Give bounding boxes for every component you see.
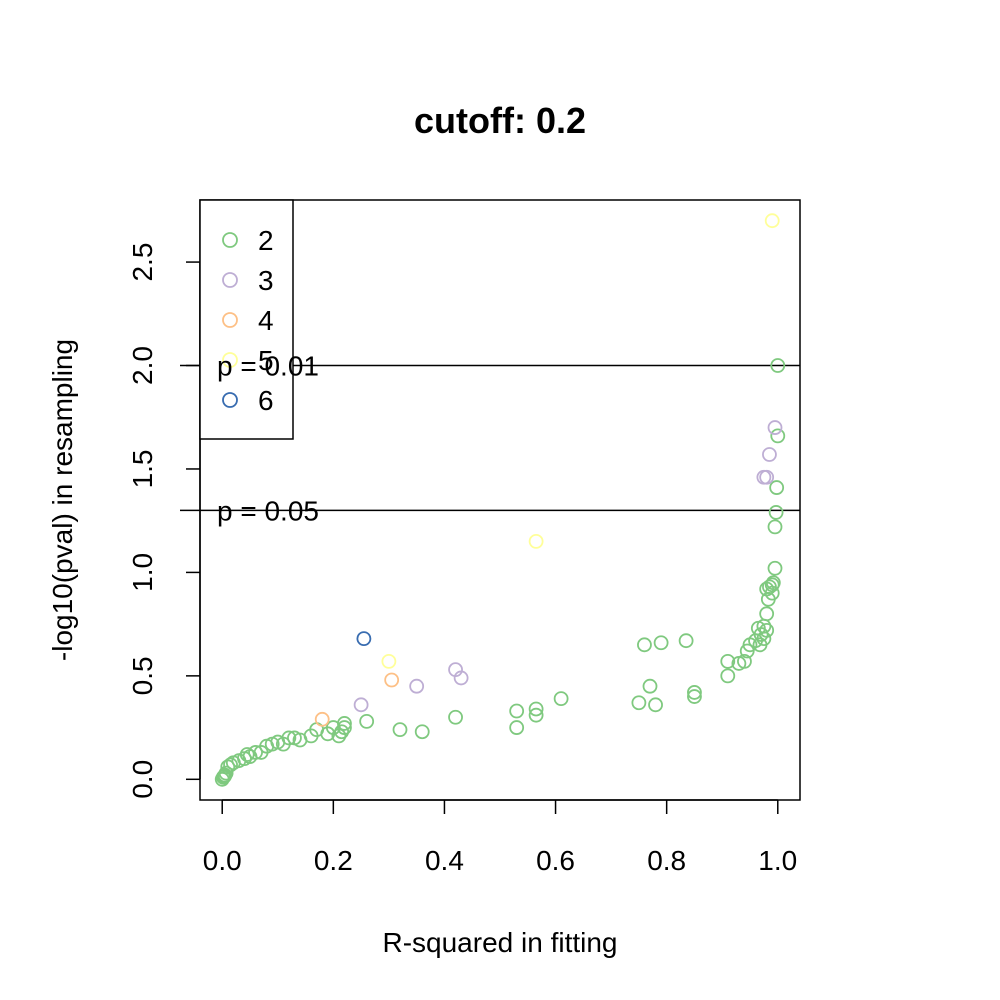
x-tick-label: 0.0 xyxy=(203,845,242,876)
data-point xyxy=(509,703,525,719)
reference-line-label: p = 0.05 xyxy=(217,495,319,526)
data-point xyxy=(631,695,647,711)
data-point xyxy=(770,428,786,444)
legend-label: 5 xyxy=(258,345,274,376)
legend-label: 2 xyxy=(258,225,274,256)
data-point xyxy=(759,606,775,622)
data-point xyxy=(678,633,694,649)
x-tick-label: 0.6 xyxy=(536,845,575,876)
chart-title: cutoff: 0.2 xyxy=(414,100,586,141)
y-axis-label: -log10(pval) in resampling xyxy=(47,339,78,661)
data-point xyxy=(653,635,669,651)
data-point xyxy=(509,720,525,735)
data-point xyxy=(642,678,658,694)
y-tick-label: 2.5 xyxy=(127,243,158,282)
y-tick-label: 0.0 xyxy=(127,760,158,799)
legend-marker xyxy=(222,312,238,328)
legend-marker xyxy=(222,352,238,368)
data-point xyxy=(448,709,463,725)
data-points xyxy=(214,213,786,787)
data-point xyxy=(762,447,777,462)
data-point xyxy=(248,745,263,760)
data-point xyxy=(637,637,652,653)
data-point xyxy=(759,469,775,485)
x-tick-label: 0.8 xyxy=(647,845,686,876)
data-point xyxy=(737,653,752,669)
x-axis: 0.0 0.2 0.4 0.6 0.8 1.0 xyxy=(203,799,797,876)
x-axis-label: R-squared in fitting xyxy=(382,927,617,958)
legend-marker xyxy=(222,392,238,408)
data-point xyxy=(314,711,330,727)
data-point xyxy=(239,747,255,762)
data-point xyxy=(384,672,400,688)
data-point xyxy=(648,697,663,713)
data-point xyxy=(453,670,469,686)
y-tick-label: 1.5 xyxy=(127,449,158,488)
data-point xyxy=(770,358,786,373)
legend-label: 3 xyxy=(258,265,274,296)
legend-label: 6 xyxy=(258,385,274,416)
data-point xyxy=(414,724,430,740)
legend: 2 3 4 5 6p = 0.01 xyxy=(199,199,319,440)
data-point xyxy=(281,730,297,746)
data-point xyxy=(337,716,352,731)
data-point xyxy=(720,653,736,669)
data-point xyxy=(392,722,408,738)
data-point xyxy=(528,533,544,549)
data-point xyxy=(765,575,781,591)
data-point xyxy=(756,631,772,647)
x-tick-label: 1.0 xyxy=(758,845,797,876)
data-point xyxy=(764,585,780,601)
reference-lines: p = 0.05 xyxy=(180,364,800,526)
data-point xyxy=(409,678,425,694)
data-point xyxy=(767,519,783,535)
data-point xyxy=(687,689,702,704)
reference-line-label: p = 0.01 xyxy=(217,351,319,382)
y-tick-label: 0.5 xyxy=(127,656,158,695)
data-point xyxy=(768,505,784,520)
data-point xyxy=(759,622,775,638)
y-tick-label: 1.0 xyxy=(127,553,158,592)
data-point xyxy=(528,707,544,723)
data-point xyxy=(553,691,569,707)
y-axis: 0.0 0.5 1.0 1.5 2.0 2.5 xyxy=(127,243,201,799)
x-tick-label: 0.2 xyxy=(314,845,353,876)
legend-label: 4 xyxy=(258,305,274,336)
data-point xyxy=(767,560,783,576)
y-tick-label: 2.0 xyxy=(127,346,158,385)
data-point xyxy=(356,631,372,647)
data-point xyxy=(353,697,369,713)
data-point xyxy=(769,480,785,495)
data-point xyxy=(720,668,736,684)
data-point xyxy=(687,685,702,700)
data-point xyxy=(528,701,544,717)
data-point xyxy=(334,724,350,740)
data-point xyxy=(767,420,783,435)
legend-box xyxy=(199,199,294,440)
data-point xyxy=(381,653,397,669)
data-point xyxy=(218,765,234,781)
x-tick-label: 0.4 xyxy=(425,845,464,876)
legend-marker xyxy=(222,232,238,248)
data-point xyxy=(337,720,352,735)
data-point xyxy=(223,757,238,773)
legend-marker xyxy=(222,272,238,288)
data-point xyxy=(764,213,780,229)
data-point xyxy=(359,713,375,729)
